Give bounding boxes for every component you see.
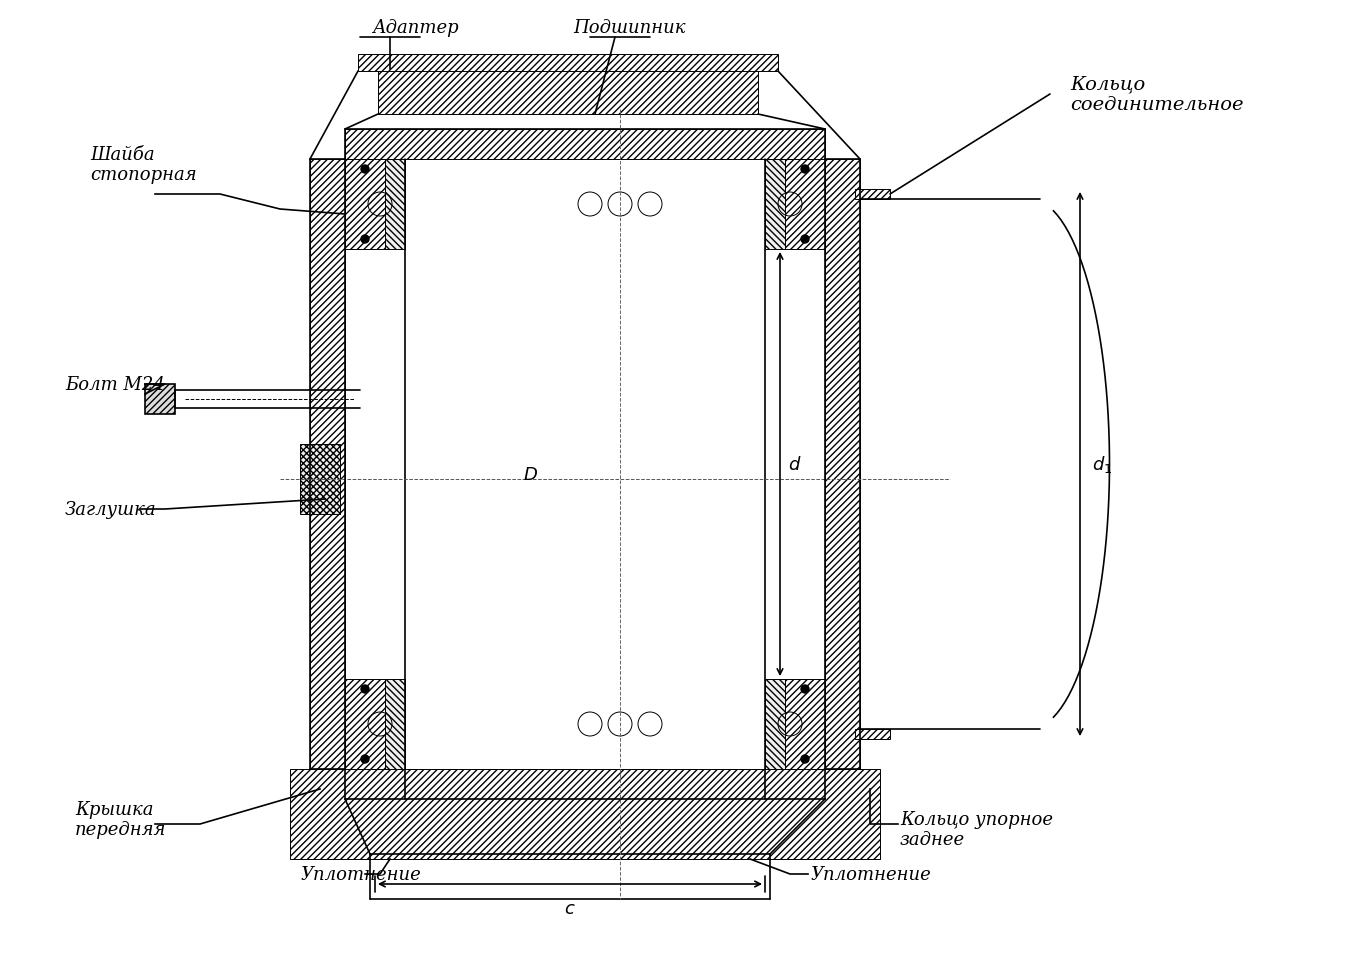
Polygon shape (785, 679, 824, 769)
Text: Уплотнение: Уплотнение (810, 865, 931, 883)
Circle shape (360, 755, 369, 763)
Polygon shape (346, 160, 385, 250)
Polygon shape (385, 679, 405, 769)
Text: Шайба
стопорная: Шайба стопорная (90, 145, 196, 185)
Circle shape (802, 166, 808, 174)
Polygon shape (300, 445, 340, 514)
Polygon shape (346, 769, 824, 800)
Polygon shape (346, 130, 824, 160)
Text: $d$: $d$ (788, 456, 802, 474)
Polygon shape (824, 160, 859, 769)
Circle shape (802, 685, 808, 693)
Text: Уплотнение: Уплотнение (300, 865, 421, 883)
Polygon shape (291, 769, 880, 859)
Text: Адаптер: Адаптер (371, 19, 459, 37)
Polygon shape (346, 679, 385, 769)
Circle shape (802, 755, 808, 763)
Text: $d_1$: $d_1$ (1092, 454, 1112, 475)
Text: $D$: $D$ (522, 465, 538, 483)
Polygon shape (145, 384, 175, 414)
Polygon shape (309, 160, 346, 769)
Polygon shape (378, 70, 759, 115)
Polygon shape (785, 160, 824, 250)
Circle shape (360, 166, 369, 174)
Polygon shape (385, 160, 405, 250)
Text: Болт М24: Болт М24 (65, 376, 165, 394)
Polygon shape (765, 679, 785, 769)
Circle shape (360, 685, 369, 693)
Text: Крышка
передняя: Крышка передняя (75, 800, 167, 839)
Circle shape (802, 235, 808, 244)
Polygon shape (765, 160, 785, 250)
Polygon shape (855, 729, 890, 739)
Text: Заглушка: Заглушка (65, 501, 156, 519)
Text: Кольцо
соединительное: Кольцо соединительное (1071, 76, 1244, 114)
Text: Подшипник: Подшипник (574, 19, 686, 37)
Text: $c$: $c$ (564, 899, 576, 917)
Polygon shape (855, 190, 890, 200)
Circle shape (360, 235, 369, 244)
Polygon shape (358, 55, 777, 72)
Text: Кольцо упорное
заднее: Кольцо упорное заднее (900, 810, 1053, 849)
